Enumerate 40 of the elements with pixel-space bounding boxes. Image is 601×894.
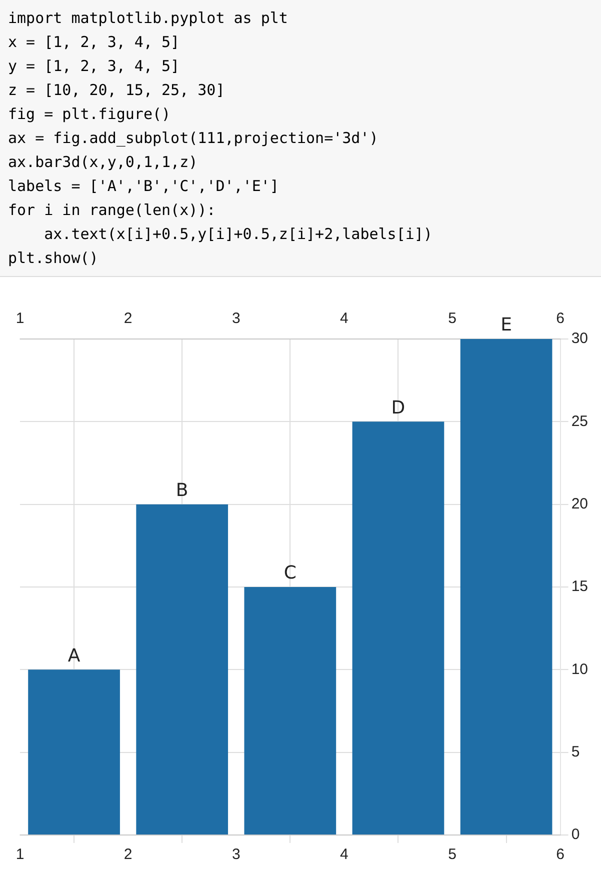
text: plt.show() — [8, 249, 98, 267]
text: for i in range(len(x)): — [8, 201, 216, 219]
y-tick-label: 10 — [571, 660, 588, 678]
text: z = [10, 20, 15, 25, 30] — [8, 81, 225, 99]
text: fig = plt.figure() — [8, 105, 171, 123]
bar — [28, 670, 120, 834]
x2-tick-label: 1 — [16, 310, 24, 328]
x2-tick-label: 5 — [448, 310, 456, 328]
bar — [244, 587, 336, 834]
y-tick-label: 20 — [571, 495, 588, 512]
text: ax = fig.add_subplot(111,projection='3d') — [8, 129, 378, 147]
text: x = [1, 2, 3, 4, 5] — [8, 33, 180, 51]
x-tick-label: 5 — [448, 846, 456, 864]
x-tick-label: 2 — [124, 846, 132, 864]
text: ax.text(x[i]+0.5,y[i]+0.5,z[i]+2,labels[i]) — [44, 225, 432, 243]
y-tick-label: 0 — [571, 826, 580, 844]
annotation: D — [391, 397, 406, 418]
x2-tick-label: 3 — [232, 310, 240, 328]
annotation: E — [500, 314, 512, 336]
text: labels = ['A','B','C','D','E'] — [8, 177, 279, 195]
y-tick-label: 5 — [571, 743, 580, 760]
y-tick-label: 25 — [571, 412, 588, 430]
text: y = [1, 2, 3, 4, 5] — [8, 57, 180, 75]
x-tick-label: 4 — [340, 846, 348, 864]
bar — [352, 422, 444, 834]
x2-tick-label: 2 — [124, 310, 132, 328]
y-tick-label: 30 — [571, 330, 588, 348]
annotation: B — [176, 480, 188, 502]
x-tick-label: 1 — [16, 846, 24, 864]
text: ax.bar3d(x,y,0,1,1,z) — [8, 153, 198, 171]
x2-tick-label: 6 — [556, 310, 564, 328]
x2-tick-label: 4 — [340, 310, 348, 328]
x-tick-label: 6 — [556, 846, 564, 864]
annotation: A — [68, 645, 81, 666]
annotation: C — [284, 562, 296, 584]
bar — [460, 339, 552, 834]
bar — [136, 504, 228, 834]
x-tick-label: 3 — [232, 846, 240, 864]
text: import matplotlib.pyplot as plt — [8, 9, 288, 27]
y-tick-label: 15 — [571, 578, 588, 596]
